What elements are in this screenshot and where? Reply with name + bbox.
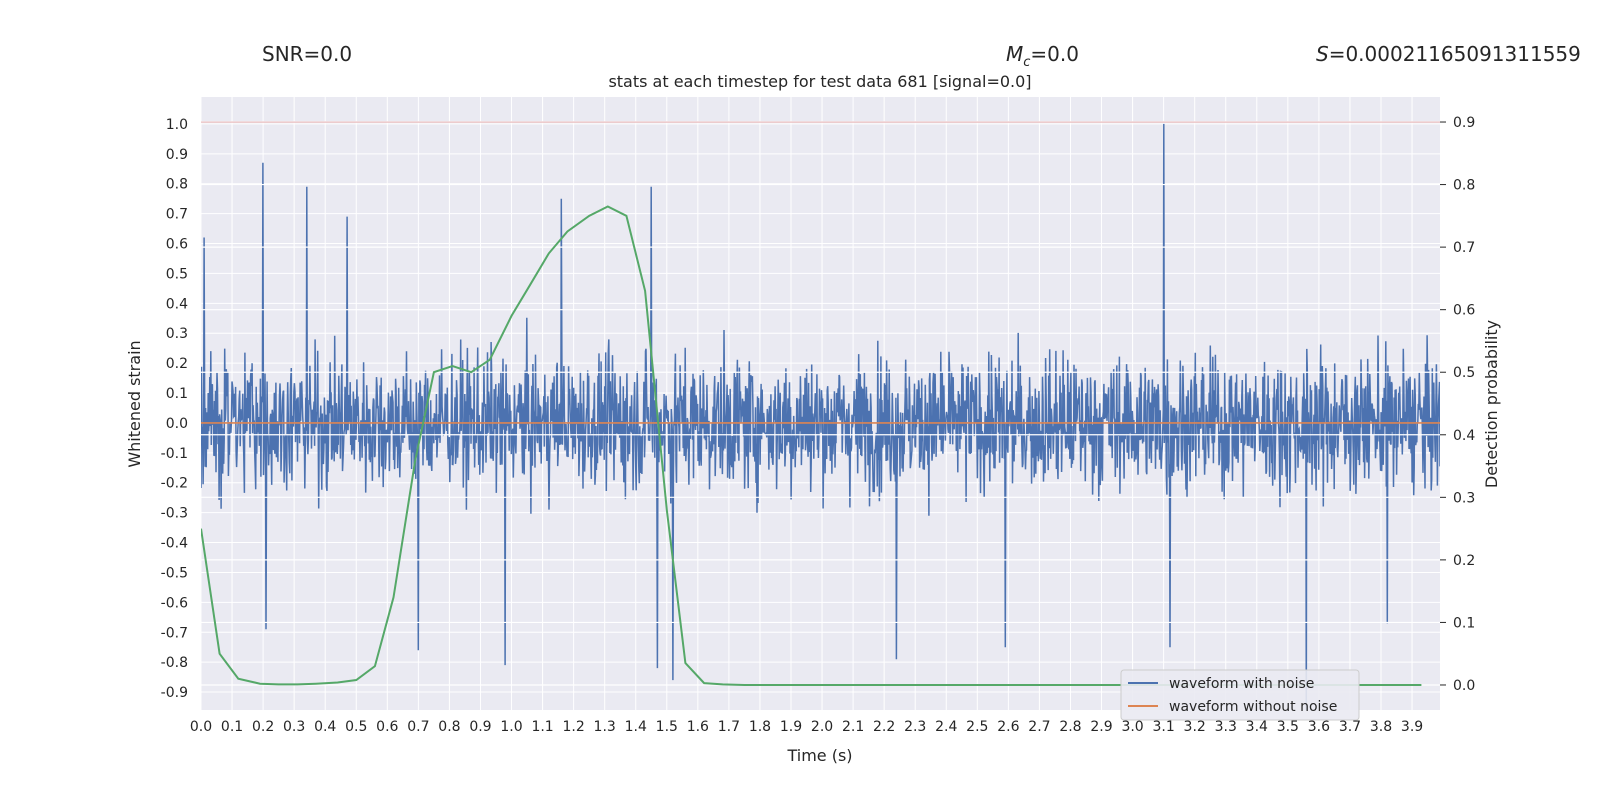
right-y-tick-label: 0.4 xyxy=(1453,428,1475,444)
x-tick-label: 2.9 xyxy=(1090,719,1112,735)
x-tick-label: 2.6 xyxy=(997,719,1019,735)
x-tick-label: 0.0 xyxy=(190,719,212,735)
waveform-with-noise-line xyxy=(201,123,1440,710)
x-tick-label: 3.4 xyxy=(1246,719,1268,735)
left-y-tick-label: 0.4 xyxy=(166,296,188,312)
left-y-tick-label: 0.8 xyxy=(166,177,188,193)
x-tick-label: 0.7 xyxy=(407,719,429,735)
x-tick-label: 1.5 xyxy=(656,719,678,735)
chart-title: stats at each timestep for test data 681… xyxy=(608,72,1031,91)
legend: waveform with noise waveform without noi… xyxy=(1120,669,1360,721)
x-tick-label: 1.3 xyxy=(594,719,616,735)
x-tick-label: 1.8 xyxy=(749,719,771,735)
x-tick-label: 2.5 xyxy=(966,719,988,735)
left-y-tick-label: -0.2 xyxy=(161,476,188,492)
x-axis-ticks: 0.0 0.1 0.2 0.3 0.4 0.5 0.6 0.7 0.8 0.9 1.0 1.1 1.2 1… xyxy=(190,719,1423,735)
right-y-tick-label: 0.1 xyxy=(1453,615,1475,631)
detection-probability-line xyxy=(201,205,1422,686)
score-label: S=0.00021165091311559 xyxy=(1316,42,1581,66)
x-tick-label: 0.1 xyxy=(221,719,243,735)
x-tick-label: 3.5 xyxy=(1277,719,1299,735)
x-axis-label: Time (s) xyxy=(786,746,852,765)
left-y-tick-label: -0.7 xyxy=(161,625,188,641)
legend-label-clean: waveform without noise xyxy=(1169,699,1337,715)
x-tick-label: 2.7 xyxy=(1028,719,1050,735)
x-tick-label: 0.4 xyxy=(314,719,336,735)
right-axis-grid-lines xyxy=(201,121,1440,686)
right-y-tick-label: 0.7 xyxy=(1453,240,1475,256)
x-tick-label: 2.2 xyxy=(873,719,895,735)
right-y-tick-label: 0.6 xyxy=(1453,303,1475,319)
right-y-axis-ticks: 0.9 0.8 0.7 0.6 0.5 0.4 0.3 0.2 0.1 0.0 xyxy=(1440,115,1475,694)
right-y-tick-label: 0.0 xyxy=(1453,678,1475,694)
left-y-tick-label: -0.6 xyxy=(161,595,188,611)
x-tick-label: 3.3 xyxy=(1215,719,1237,735)
x-tick-label: 3.8 xyxy=(1370,719,1392,735)
x-tick-label: 1.4 xyxy=(625,719,647,735)
x-tick-label: 1.9 xyxy=(780,719,802,735)
x-tick-label: 2.3 xyxy=(904,719,926,735)
x-tick-label: 0.5 xyxy=(345,719,367,735)
x-tick-label: 0.8 xyxy=(438,719,460,735)
left-y-tick-label: -0.4 xyxy=(161,536,188,552)
x-tick-label: 3.9 xyxy=(1401,719,1423,735)
x-tick-label: 1.0 xyxy=(500,719,522,735)
x-tick-label: 2.8 xyxy=(1059,719,1081,735)
x-tick-label: 3.2 xyxy=(1184,719,1206,735)
left-y-tick-label: -0.9 xyxy=(161,685,188,701)
x-tick-label: 2.1 xyxy=(842,719,864,735)
x-tick-label: 0.9 xyxy=(469,719,491,735)
left-y-axis-ticks: 1.0 0.9 0.8 0.7 0.6 0.5 0.4 0.3 0.2 0.1 0.0 -0.1 -0.… xyxy=(161,117,188,701)
x-tick-label: 0.3 xyxy=(283,719,305,735)
x-tick-label: 2.0 xyxy=(811,719,833,735)
left-y-tick-label: 1.0 xyxy=(166,117,188,133)
left-y-tick-label: 0.7 xyxy=(166,207,188,223)
left-y-tick-label: 0.3 xyxy=(166,326,188,342)
left-y-tick-label: 0.1 xyxy=(166,386,188,402)
x-tick-label: 3.6 xyxy=(1308,719,1330,735)
x-tick-label: 0.6 xyxy=(376,719,398,735)
right-y-tick-label: 0.9 xyxy=(1453,115,1475,131)
left-y-tick-label: 0.2 xyxy=(166,356,188,372)
left-y-tick-label: 0.9 xyxy=(166,147,188,163)
left-y-tick-label: 0.0 xyxy=(166,416,188,432)
x-tick-label: 1.2 xyxy=(562,719,584,735)
left-y-axis-label: Whitened strain xyxy=(125,340,144,467)
legend-box xyxy=(1120,669,1360,721)
left-y-tick-label: -0.1 xyxy=(161,446,188,462)
legend-label-noise: waveform with noise xyxy=(1169,676,1314,692)
x-tick-label: 2.4 xyxy=(935,719,957,735)
x-tick-label: 1.1 xyxy=(531,719,553,735)
left-y-tick-label: -0.5 xyxy=(161,565,188,581)
x-tick-label: 3.1 xyxy=(1152,719,1174,735)
left-y-tick-label: -0.3 xyxy=(161,506,188,522)
right-y-tick-label: 0.2 xyxy=(1453,553,1475,569)
chirp-mass-label: Mc=0.0 xyxy=(1006,42,1079,70)
left-y-tick-label: 0.5 xyxy=(166,266,188,282)
left-y-tick-label: 0.6 xyxy=(166,237,188,253)
right-y-tick-label: 0.8 xyxy=(1453,178,1475,194)
x-tick-label: 3.0 xyxy=(1121,719,1143,735)
x-tick-label: 1.7 xyxy=(718,719,740,735)
left-y-tick-label: -0.8 xyxy=(161,655,188,671)
x-tick-label: 3.7 xyxy=(1339,719,1361,735)
right-y-tick-label: 0.3 xyxy=(1453,490,1475,506)
right-y-tick-label: 0.5 xyxy=(1453,365,1475,381)
right-y-axis-label: Detection probability xyxy=(1482,320,1501,488)
x-tick-label: 1.6 xyxy=(687,719,709,735)
x-tick-label: 0.2 xyxy=(252,719,274,735)
snr-label: SNR=0.0 xyxy=(262,42,352,66)
